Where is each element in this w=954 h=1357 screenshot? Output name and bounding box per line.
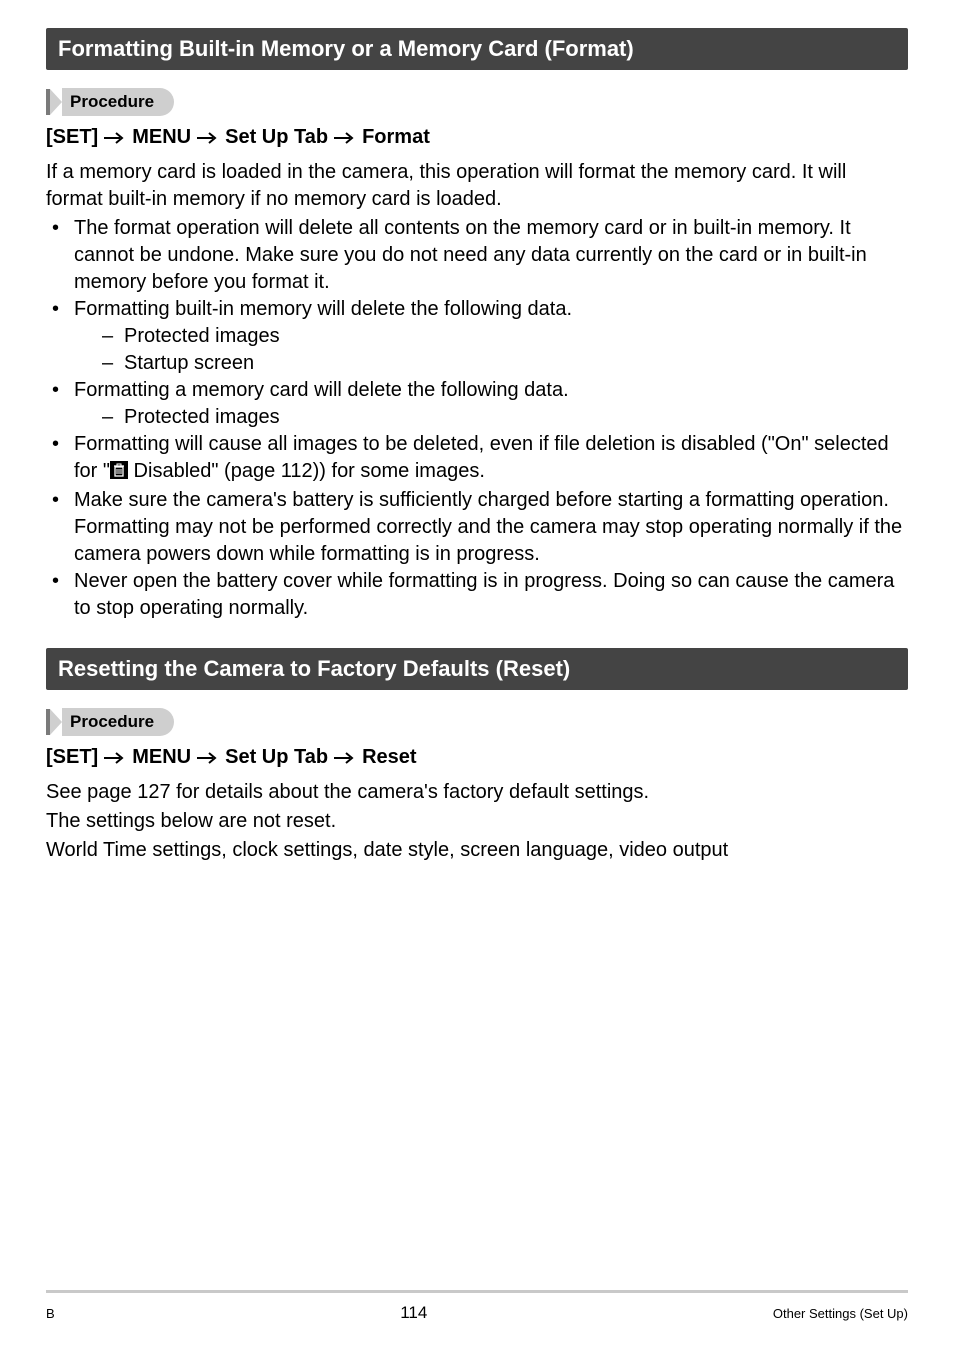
arrow-icon [197,751,219,765]
path-segment: Format [362,126,430,149]
procedure-row: Procedure [46,708,908,736]
list-item-text-post: Disabled" (page 112)) for some images. [128,460,485,482]
page-footer: B 114 Other Settings (Set Up) [46,1290,908,1323]
list-item: Make sure the camera's battery is suffic… [46,487,908,568]
footer-row: B 114 Other Settings (Set Up) [46,1303,908,1323]
list-item: Formatting will cause all images to be d… [46,431,908,487]
sub-list-item: Protected images [74,404,908,431]
body-line: See page 127 for details about the camer… [46,779,908,806]
menu-path-format: [SET] MENU Set Up Tab Format [46,126,908,149]
arrow-icon [334,751,356,765]
page-number: 114 [400,1303,427,1323]
sub-list: Protected images Startup screen [74,323,908,377]
footer-divider [46,1290,908,1293]
arrow-icon [334,131,356,145]
path-segment: MENU [132,126,191,149]
intro-text: If a memory card is loaded in the camera… [46,159,908,213]
bullet-list: The format operation will delete all con… [46,215,908,622]
arrow-icon [104,131,126,145]
path-segment: [SET] [46,126,98,149]
sub-list: Protected images [74,404,908,431]
footer-right: Other Settings (Set Up) [773,1306,908,1321]
body-line: The settings below are not reset. [46,808,908,835]
body-line: World Time settings, clock settings, dat… [46,837,908,864]
path-segment: Set Up Tab [225,746,328,769]
arrow-icon [104,751,126,765]
list-item: Never open the battery cover while forma… [46,568,908,622]
sub-list-item: Startup screen [74,350,908,377]
section-title-format: Formatting Built-in Memory or a Memory C… [46,28,908,70]
list-item: The format operation will delete all con… [46,215,908,296]
procedure-marker-icon [46,89,56,115]
menu-path-reset: [SET] MENU Set Up Tab Reset [46,746,908,769]
procedure-label: Procedure [62,88,174,116]
trash-icon [110,460,128,487]
list-item: Formatting built-in memory will delete t… [46,296,908,377]
procedure-label: Procedure [62,708,174,736]
path-segment: Reset [362,746,416,769]
path-segment: Set Up Tab [225,126,328,149]
section-title-reset: Resetting the Camera to Factory Defaults… [46,648,908,690]
sub-list-item: Protected images [74,323,908,350]
list-item: Formatting a memory card will delete the… [46,377,908,431]
path-segment: MENU [132,746,191,769]
list-item-text: Formatting built-in memory will delete t… [74,298,572,320]
list-item-text: Formatting a memory card will delete the… [74,379,569,401]
path-segment: [SET] [46,746,98,769]
footer-left: B [46,1306,55,1321]
arrow-icon [197,131,219,145]
procedure-row: Procedure [46,88,908,116]
procedure-marker-icon [46,709,56,735]
